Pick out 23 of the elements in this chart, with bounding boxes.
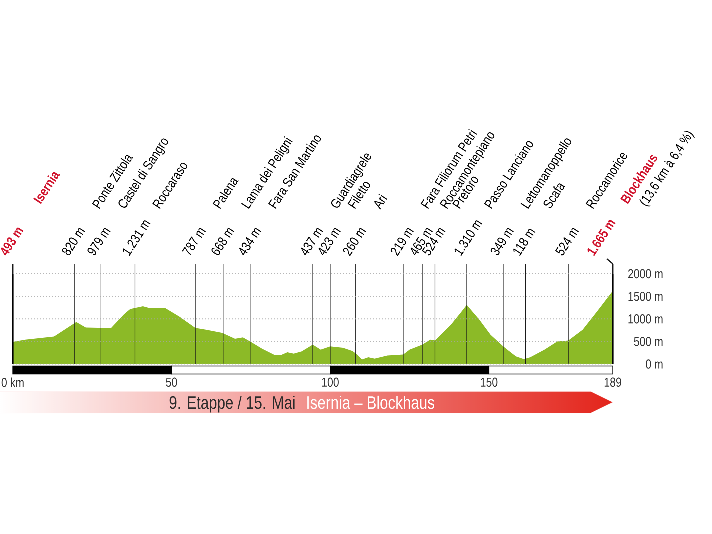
x-tick-label: 189 (604, 378, 622, 388)
y-tick-label: 500 m (634, 337, 663, 346)
x-tick-label: 0 km (2, 378, 24, 388)
text: 9. Etappe / 15. Mai (170, 396, 295, 413)
ref-line-label: 787 m (182, 228, 206, 256)
y-tick-label: 1500 m (628, 292, 663, 302)
ref-line-label: 668 m (212, 228, 235, 256)
x-tick-label: 50 (166, 378, 178, 388)
ref-line-label: 434 m (239, 228, 262, 256)
y-tick-label: 2000 m (628, 269, 663, 279)
x-tick-label: 100 (322, 378, 339, 388)
y-tick-label: 1000 m (628, 314, 663, 324)
text: Isernia – Blockhaus (308, 396, 434, 410)
ref-line-label: 118 m (514, 229, 536, 256)
x-tick-label: 150 (481, 378, 498, 388)
ref-line-label: 493 m (1, 228, 24, 256)
text: Ari (374, 194, 388, 210)
ref-line-label: 524 m (555, 228, 580, 256)
ref-line-label: 349 m (490, 228, 514, 256)
y-tick-label: 0 m (646, 360, 663, 369)
ref-line-label: 979 m (88, 228, 111, 256)
ref-line-label: 820 m (62, 228, 86, 256)
ref-line-label: 260 m (343, 228, 366, 256)
